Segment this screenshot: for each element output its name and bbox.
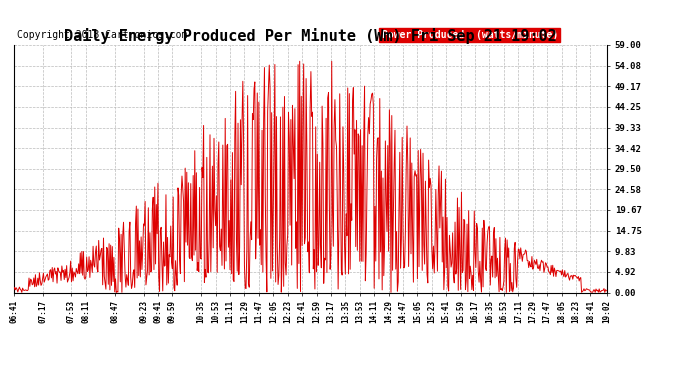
Title: Daily Energy Produced Per Minute (Wm) Fri Sep 21 19:02: Daily Energy Produced Per Minute (Wm) Fr… <box>64 28 557 44</box>
Text: Power Produced  (watts/minute): Power Produced (watts/minute) <box>382 30 558 40</box>
Text: Copyright 2018 Cartronics.com: Copyright 2018 Cartronics.com <box>17 30 187 40</box>
